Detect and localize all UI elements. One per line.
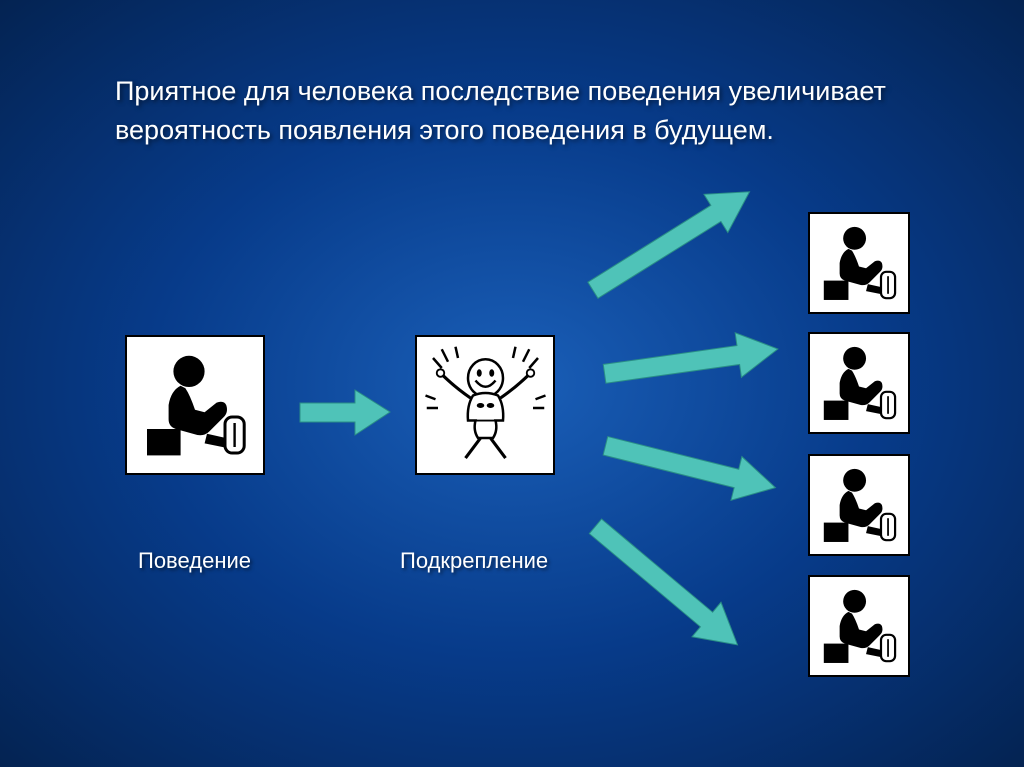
happy-person-icon xyxy=(423,343,548,468)
sitting-person-icon xyxy=(815,461,903,549)
arrow-icon xyxy=(596,322,788,407)
arrow-icon xyxy=(593,418,787,521)
reinforcement-icon-box xyxy=(415,335,555,475)
future-behavior-icon-box xyxy=(808,212,910,314)
behavior-label: Поведение xyxy=(138,548,251,574)
behavior-icon-box xyxy=(125,335,265,475)
sitting-person-icon xyxy=(135,345,255,465)
sitting-person-icon xyxy=(815,582,903,670)
arrow-icon xyxy=(295,385,395,445)
arrow-icon xyxy=(571,502,759,673)
page-title: Приятное для человека последствие поведе… xyxy=(115,72,909,150)
sitting-person-icon xyxy=(815,339,903,427)
future-behavior-icon-box xyxy=(808,332,910,434)
future-behavior-icon-box xyxy=(808,575,910,677)
future-behavior-icon-box xyxy=(808,454,910,556)
arrow-icon xyxy=(574,166,771,320)
reinforcement-label: Подкрепление xyxy=(400,548,548,574)
sitting-person-icon xyxy=(815,219,903,307)
